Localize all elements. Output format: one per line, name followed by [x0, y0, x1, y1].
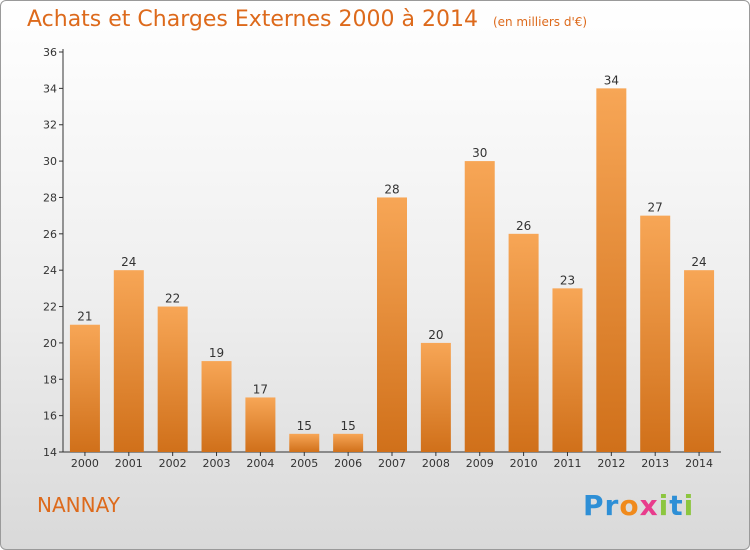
bar-value-label: 24	[121, 255, 136, 269]
y-tick-label: 32	[43, 119, 57, 132]
logo-letter: x	[639, 489, 659, 522]
bar	[377, 197, 407, 452]
bar	[69, 324, 100, 452]
bar-value-label: 20	[428, 328, 443, 342]
x-tick-label: 2008	[422, 457, 450, 470]
town-name: NANNAY	[37, 493, 120, 517]
bar-value-label: 15	[340, 419, 355, 433]
x-tick-label: 2013	[641, 457, 669, 470]
bar-value-label: 26	[516, 219, 531, 233]
bar-value-label: 17	[253, 382, 268, 396]
bar	[596, 88, 627, 452]
bar-value-label: 28	[384, 182, 399, 196]
x-tick-label: 2007	[378, 457, 406, 470]
bar-value-label: 24	[691, 255, 706, 269]
y-tick-label: 16	[43, 410, 57, 423]
bar	[245, 397, 276, 452]
bar	[113, 270, 144, 452]
x-tick-label: 2002	[159, 457, 187, 470]
bar	[464, 161, 495, 452]
bar	[508, 233, 539, 452]
x-tick-label: 2001	[115, 457, 143, 470]
bar	[684, 270, 715, 452]
x-tick-label: 2012	[597, 457, 625, 470]
x-tick-label: 2000	[71, 457, 99, 470]
logo-letter: i	[658, 489, 670, 522]
y-tick-label: 26	[43, 228, 57, 241]
y-tick-label: 24	[43, 264, 57, 277]
x-tick-label: 2011	[553, 457, 581, 470]
x-tick-label: 2009	[466, 457, 494, 470]
bar-value-label: 19	[209, 346, 224, 360]
y-tick-label: 28	[43, 191, 57, 204]
bar	[552, 288, 583, 452]
chart-unit: (en milliers d'€)	[492, 15, 588, 29]
bar	[333, 433, 364, 452]
bar	[157, 306, 188, 452]
bar-value-label: 23	[560, 273, 575, 287]
chart-title-text: Achats et Charges Externes 2000 à 2014	[27, 7, 478, 32]
chart-title: Achats et Charges Externes 2000 à 2014 (…	[27, 7, 587, 32]
proxiti-logo: Proxiti	[583, 489, 694, 522]
x-tick-label: 2006	[334, 457, 362, 470]
y-tick-label: 34	[43, 82, 57, 95]
bar	[289, 433, 320, 452]
x-tick-label: 2003	[203, 457, 231, 470]
x-tick-label: 2010	[510, 457, 538, 470]
logo-letter: P	[583, 489, 605, 522]
bar-value-label: 15	[297, 419, 312, 433]
bar-value-label: 22	[165, 292, 180, 306]
bar	[640, 215, 671, 452]
logo-letter: t	[669, 489, 684, 522]
y-tick-label: 22	[43, 301, 57, 314]
logo-letter: o	[619, 489, 640, 522]
logo-letter: r	[604, 489, 620, 522]
bar-value-label: 21	[77, 310, 92, 324]
y-tick-label: 36	[43, 46, 57, 59]
y-tick-label: 18	[43, 373, 57, 386]
x-tick-label: 2014	[685, 457, 713, 470]
bar-value-label: 27	[648, 201, 663, 215]
bar	[201, 361, 232, 452]
bar	[420, 342, 451, 452]
y-tick-label: 14	[43, 446, 57, 459]
x-tick-label: 2004	[246, 457, 274, 470]
logo-letter: i	[683, 489, 695, 522]
y-tick-label: 20	[43, 337, 57, 350]
bar-value-label: 30	[472, 146, 487, 160]
bar-value-label: 34	[604, 73, 619, 87]
y-tick-label: 30	[43, 155, 57, 168]
x-tick-label: 2005	[290, 457, 318, 470]
